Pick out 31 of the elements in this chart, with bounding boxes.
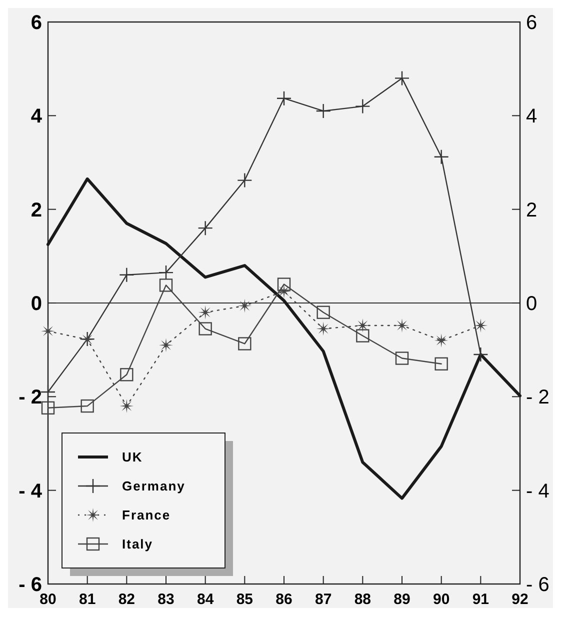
y-tick-label: 0 [30,293,42,315]
x-tick-label: 85 [236,591,254,608]
y2-tick-label: 2 [526,199,538,222]
legend-label: UK [122,450,143,465]
y2-tick-label: 4 [526,106,538,128]
x-tick-label: 80 [40,591,56,608]
legend-label: Italy [122,536,154,552]
x-tick-label: 90 [432,591,450,608]
y2-tick-label: - 2 [526,386,550,409]
y2-tick-label: - 6 [526,574,550,596]
x-tick-label: 82 [118,591,136,608]
x-tick-label: 87 [314,591,332,608]
x-tick-label: 88 [354,591,372,608]
x-tick-label: 83 [158,591,174,608]
y-tick-label: 6 [30,12,42,34]
x-tick-label: 92 [512,591,528,608]
x-tick-label: 89 [394,591,410,608]
x-tick-label: 91 [472,591,490,608]
x-tick-label: 84 [196,591,214,608]
y-tick-label: - 6 [18,574,42,596]
y-tick-label: 2 [30,199,42,222]
legend-label: Germany [122,478,186,494]
x-tick-label: 86 [276,591,292,608]
y-tick-label: 4 [30,106,43,128]
y-tick-label: - 2 [18,386,42,409]
y2-tick-label: - 4 [526,480,550,502]
y-tick-label: - 4 [18,480,43,502]
legend-label: France [122,508,171,523]
y2-tick-label: 6 [526,12,538,34]
x-tick-label: 81 [78,591,96,608]
y2-tick-label: 0 [526,293,538,315]
